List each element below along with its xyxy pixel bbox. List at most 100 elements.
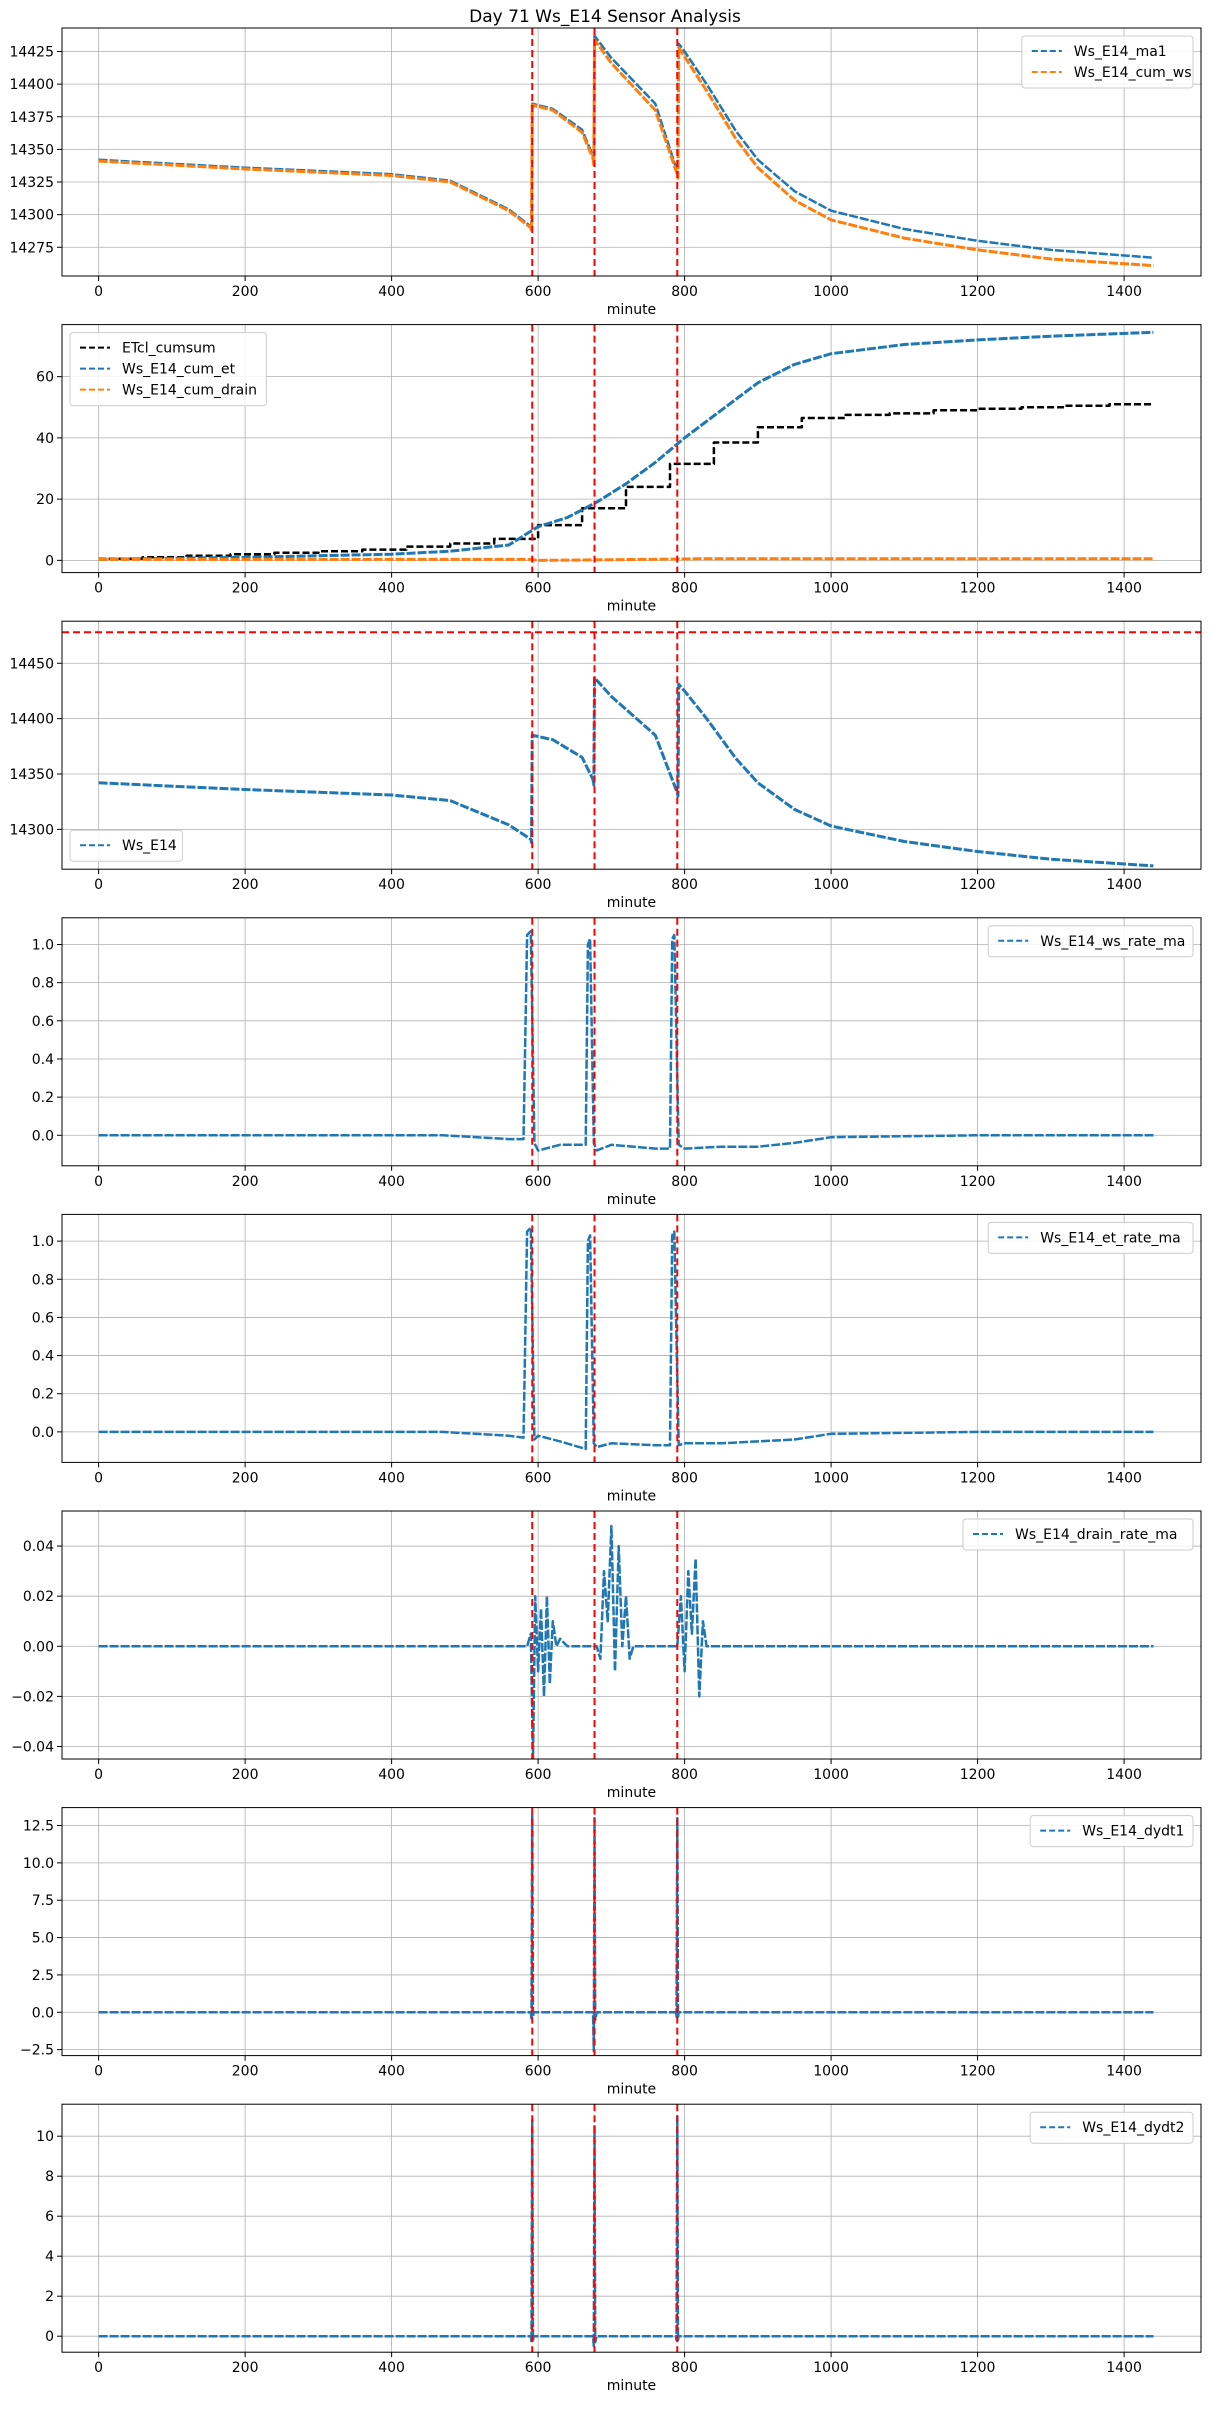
x-axis-label: minute — [607, 895, 656, 911]
x-tick-label: 1400 — [1106, 581, 1142, 597]
y-tick-label: 8 — [45, 2169, 54, 2185]
x-tick-label: 200 — [232, 2360, 259, 2376]
x-tick-label: 1000 — [813, 1174, 849, 1190]
x-tick-label: 600 — [525, 2064, 552, 2080]
y-tick-label: 0.6 — [32, 1310, 54, 1326]
series-group — [98, 34, 1154, 268]
x-tick-label: 1400 — [1106, 2064, 1142, 2080]
x-tick-label: 1000 — [813, 1470, 849, 1486]
x-tick-label: 1200 — [960, 877, 996, 893]
legend-label: Ws_E14_cum_drain — [122, 383, 257, 399]
series-line-Ws_E14_dydt2 — [98, 2114, 1154, 2348]
y-tick-label: 0 — [45, 553, 54, 569]
x-tick-label: 200 — [232, 877, 259, 893]
x-axis-label: minute — [607, 302, 656, 318]
y-tick-label: 0.2 — [32, 1387, 54, 1403]
legend-label: Ws_E14_dydt2 — [1082, 2120, 1184, 2136]
chart-panel-3: 0 200 400 600 800 1000 1200 1400 14300 14350 14400… — [9, 620, 1202, 911]
x-tick-label: 0 — [94, 877, 103, 893]
chart-panel-8: 0 200 400 600 800 1000 1200 1400 0 2 4 6 8 10 minute Ws… — [36, 2103, 1202, 2394]
legend-box — [69, 332, 267, 407]
x-tick-label: 200 — [232, 581, 259, 597]
x-tick-label: 800 — [671, 877, 698, 893]
y-tick-label: 0.0 — [32, 1128, 54, 1144]
legend-box — [69, 829, 183, 862]
x-tick-label: 400 — [378, 1470, 405, 1486]
legend: Ws_E14_drain_rate_ma — [962, 1518, 1194, 1551]
series-line-Ws_E14_cum_drain — [98, 557, 1154, 562]
x-tick-label: 1200 — [960, 2064, 996, 2080]
plot-frame — [61, 324, 1202, 574]
x-tick-label: 1400 — [1106, 1174, 1142, 1190]
x-tick-label: 200 — [232, 284, 259, 300]
x-tick-label: 1200 — [960, 1174, 996, 1190]
x-tick-label: 0 — [94, 581, 103, 597]
y-tick-label: 2 — [45, 2289, 54, 2305]
x-tick-label: 0 — [94, 2064, 103, 2080]
x-tick-label: 600 — [525, 284, 552, 300]
legend-box — [987, 1221, 1194, 1254]
y-tick-label: 14325 — [9, 175, 54, 191]
x-tick-label: 1400 — [1106, 2360, 1142, 2376]
series-line-Ws_E14_cum_et — [98, 330, 1154, 561]
x-tick-label: 400 — [378, 2360, 405, 2376]
y-tick-label: 14350 — [9, 142, 54, 158]
series-line-Ws_E14_ws_rate_ma — [98, 929, 1154, 1152]
y-tick-label: 2.5 — [32, 1968, 54, 1984]
x-tick-label: 400 — [378, 1767, 405, 1783]
grid — [62, 621, 1201, 870]
chart-panel-2: 0 200 400 600 800 1000 1200 1400 0 20 40 60 minute ET… — [36, 324, 1202, 615]
y-tick-label: 14400 — [9, 77, 54, 93]
y-tick-label: −0.04 — [11, 1739, 54, 1755]
y-tick-label: 0.00 — [23, 1639, 54, 1655]
series-group — [98, 929, 1154, 1152]
plot-frame — [61, 1213, 1202, 1463]
x-axis-label: minute — [607, 2082, 656, 2098]
x-tick-label: 1000 — [813, 2360, 849, 2376]
series-line-Ws_E14_drain_rate_ma — [98, 1524, 1154, 1759]
x-tick-label: 200 — [232, 2064, 259, 2080]
legend-label: Ws_E14_et_rate_ma — [1040, 1230, 1181, 1246]
x-tick-label: 1400 — [1106, 1470, 1142, 1486]
y-tick-label: 0.02 — [23, 1589, 54, 1605]
x-axis-label: minute — [607, 2378, 656, 2394]
x-tick-label: 200 — [232, 1470, 259, 1486]
x-tick-label: 600 — [525, 1767, 552, 1783]
x-tick-label: 1200 — [960, 2360, 996, 2376]
y-tick-label: 14300 — [9, 208, 54, 224]
y-tick-label: 14300 — [9, 822, 54, 838]
x-tick-label: 600 — [525, 877, 552, 893]
y-tick-label: 0.2 — [32, 1090, 54, 1106]
grid — [62, 917, 1201, 1166]
figure-title: Day 71 Ws_E14 Sensor Analysis — [469, 7, 741, 27]
series-line-Ws_E14 — [98, 676, 1154, 868]
x-tick-label: 0 — [94, 2360, 103, 2376]
x-tick-label: 1200 — [960, 1767, 996, 1783]
y-tick-label: −0.02 — [11, 1689, 54, 1705]
x-axis-label: minute — [607, 1192, 656, 1208]
y-tick-label: 4 — [45, 2249, 54, 2265]
x-tick-label: 1000 — [813, 877, 849, 893]
y-tick-label: 0.4 — [32, 1349, 54, 1365]
series-line-ETcl_cumsum — [98, 402, 1154, 561]
plot-frame — [61, 2103, 1202, 2353]
series-group — [98, 1226, 1154, 1451]
legend: Ws_E14_et_rate_ma — [987, 1221, 1194, 1254]
y-tick-label: 0.8 — [32, 1272, 54, 1288]
y-tick-label: 1.0 — [32, 1234, 54, 1250]
x-tick-label: 1000 — [813, 2064, 849, 2080]
plot-frame — [61, 27, 1202, 277]
x-tick-label: 0 — [94, 1470, 103, 1486]
y-tick-label: 0.8 — [32, 976, 54, 992]
legend-box — [987, 925, 1194, 958]
y-tick-label: 0.6 — [32, 1014, 54, 1030]
x-tick-label: 1200 — [960, 1470, 996, 1486]
x-tick-label: 800 — [671, 2064, 698, 2080]
legend-label: Ws_E14_drain_rate_ma — [1015, 1527, 1177, 1543]
series-line-Ws_E14_et_rate_ma — [98, 1226, 1154, 1451]
legend-label: Ws_E14_dydt1 — [1082, 1824, 1184, 1840]
y-tick-label: 14450 — [9, 656, 54, 672]
y-tick-label: 12.5 — [23, 1819, 54, 1835]
x-tick-label: 200 — [232, 1767, 259, 1783]
